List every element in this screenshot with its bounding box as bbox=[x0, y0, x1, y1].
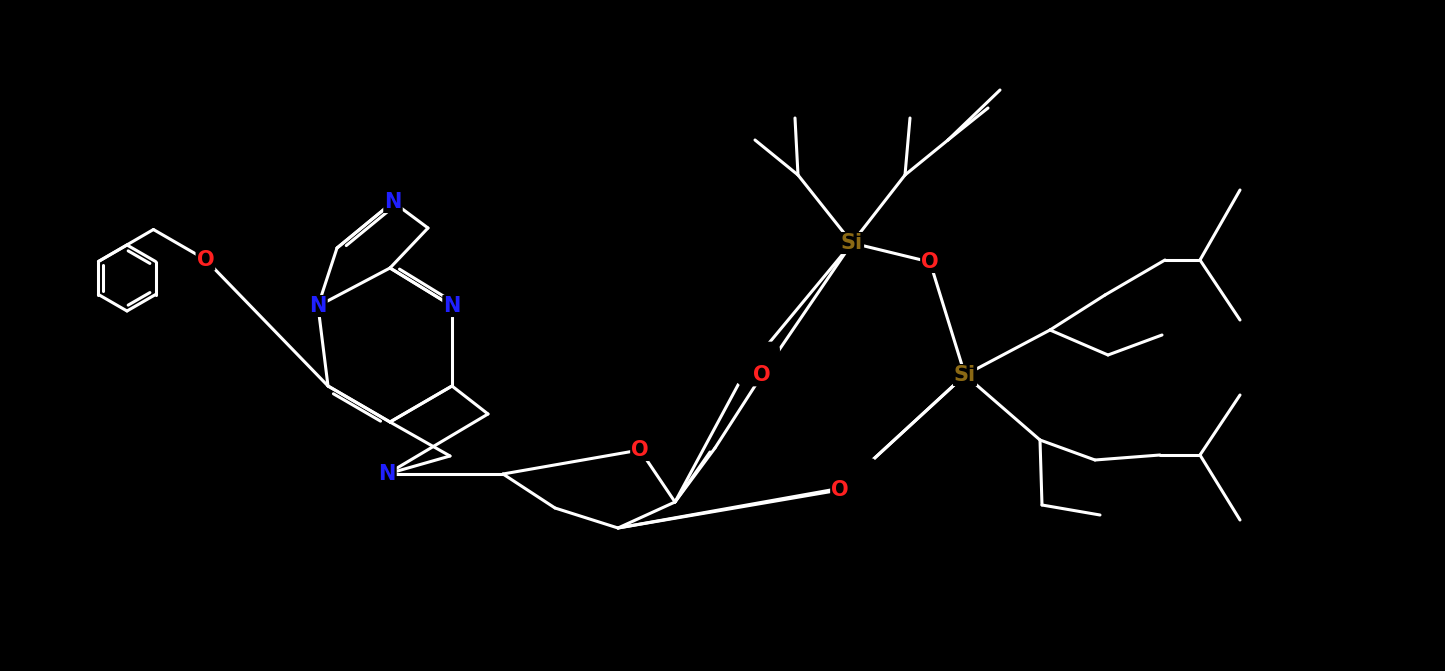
Text: O: O bbox=[197, 250, 214, 270]
Text: O: O bbox=[631, 440, 649, 460]
Text: O: O bbox=[922, 252, 939, 272]
Text: O: O bbox=[736, 362, 754, 382]
Text: N: N bbox=[379, 464, 396, 484]
Text: N: N bbox=[384, 192, 402, 212]
Text: Si: Si bbox=[841, 233, 863, 253]
Text: O: O bbox=[831, 480, 848, 500]
Text: N: N bbox=[309, 296, 327, 316]
Text: O: O bbox=[753, 365, 770, 385]
Text: N: N bbox=[444, 296, 461, 316]
Text: O: O bbox=[834, 478, 851, 498]
Text: Si: Si bbox=[954, 365, 975, 385]
